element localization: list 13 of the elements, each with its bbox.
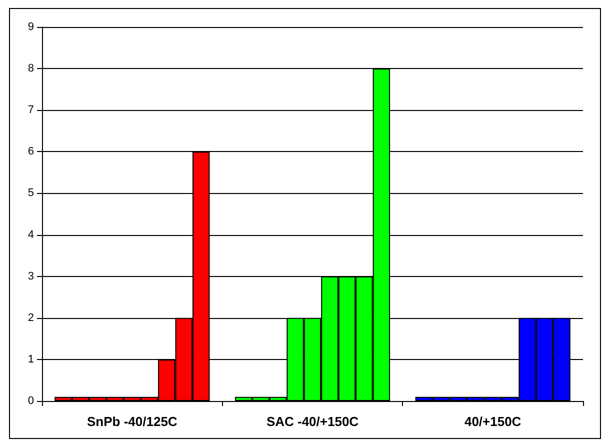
x-tick-label: SAC -40/+150C [266, 414, 360, 429]
x-tick-label: 40/+150C [464, 414, 522, 429]
y-tick-label: 3 [28, 270, 34, 282]
y-tick-label: 1 [28, 353, 34, 366]
y-tick-label: 6 [28, 146, 34, 158]
y-tick-label: 5 [28, 187, 34, 200]
y-tick-label: 4 [28, 228, 34, 241]
y-tick-label: 7 [28, 104, 34, 116]
y-tick-label: 8 [28, 62, 34, 75]
x-tick-label: SnPb -40/125C [87, 414, 178, 429]
y-tick-label: 2 [28, 312, 34, 324]
y-tick-label: 0 [28, 395, 34, 407]
y-tick-label: 9 [28, 21, 34, 33]
